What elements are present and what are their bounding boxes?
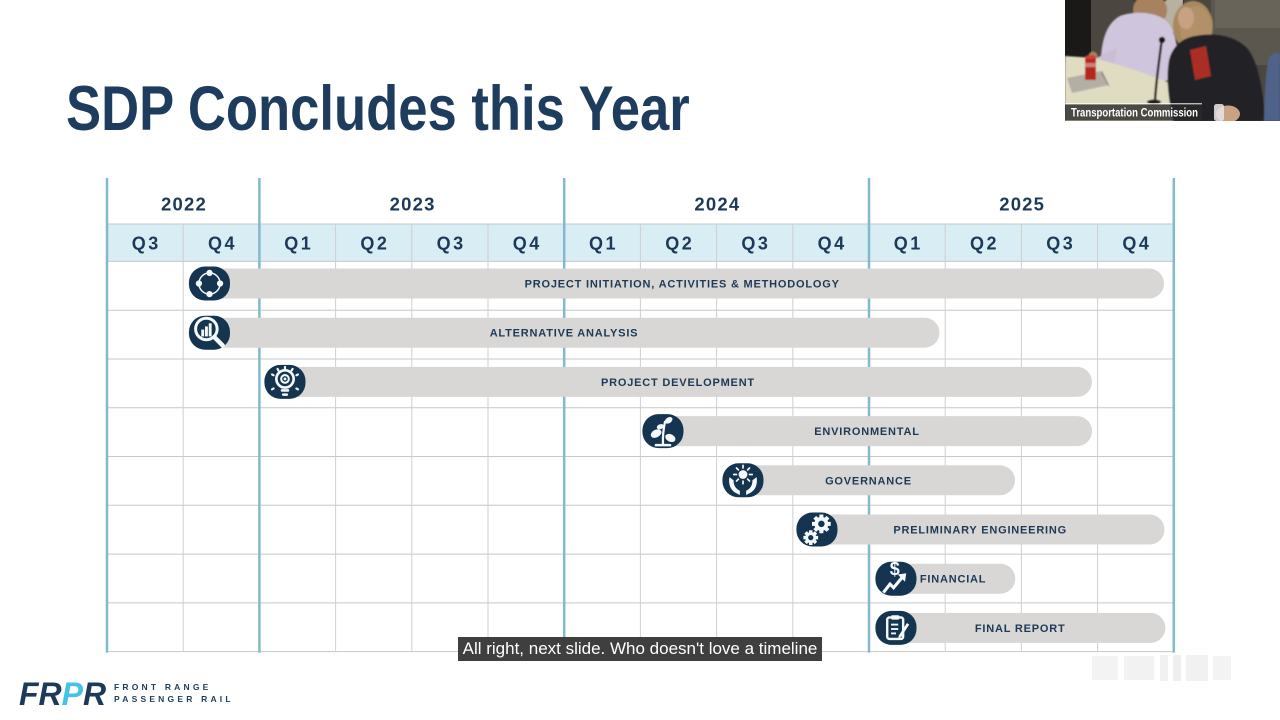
svg-text:2025: 2025 <box>999 194 1045 215</box>
svg-text:FINANCIAL: FINANCIAL <box>920 574 986 586</box>
svg-text:Q4: Q4 <box>818 234 847 254</box>
svg-text:Q1: Q1 <box>589 234 618 254</box>
svg-text:Q3: Q3 <box>132 234 161 254</box>
svg-text:Q4: Q4 <box>513 234 542 254</box>
svg-text:PROJECT DEVELOPMENT: PROJECT DEVELOPMENT <box>601 377 755 389</box>
svg-text:Q4: Q4 <box>1122 234 1151 254</box>
svg-text:PROJECT INITIATION, ACTIVITIES: PROJECT INITIATION, ACTIVITIES & METHODO… <box>525 279 840 291</box>
svg-text:Q2: Q2 <box>665 234 694 254</box>
svg-text:Q2: Q2 <box>360 234 389 254</box>
svg-text:ENVIRONMENTAL: ENVIRONMENTAL <box>814 426 920 438</box>
svg-text:Q3: Q3 <box>741 234 770 254</box>
svg-text:GOVERNANCE: GOVERNANCE <box>825 475 912 487</box>
svg-text:Transportation Commission: Transportation Commission <box>1071 108 1198 120</box>
svg-text:ALTERNATIVE ANALYSIS: ALTERNATIVE ANALYSIS <box>490 328 639 340</box>
svg-text:Q2: Q2 <box>970 234 999 254</box>
svg-text:Q4: Q4 <box>208 234 237 254</box>
svg-text:2022: 2022 <box>161 194 207 215</box>
svg-text:PRELIMINARY ENGINEERING: PRELIMINARY ENGINEERING <box>893 525 1067 537</box>
svg-text:2024: 2024 <box>694 194 740 215</box>
svg-text:FINAL REPORT: FINAL REPORT <box>975 623 1066 635</box>
svg-text:Q3: Q3 <box>437 234 466 254</box>
svg-text:Q1: Q1 <box>894 234 923 254</box>
svg-text:Q3: Q3 <box>1046 234 1075 254</box>
svg-text:Q1: Q1 <box>284 234 313 254</box>
svg-text:2023: 2023 <box>390 194 436 215</box>
svg-text:$: $ <box>890 559 900 579</box>
